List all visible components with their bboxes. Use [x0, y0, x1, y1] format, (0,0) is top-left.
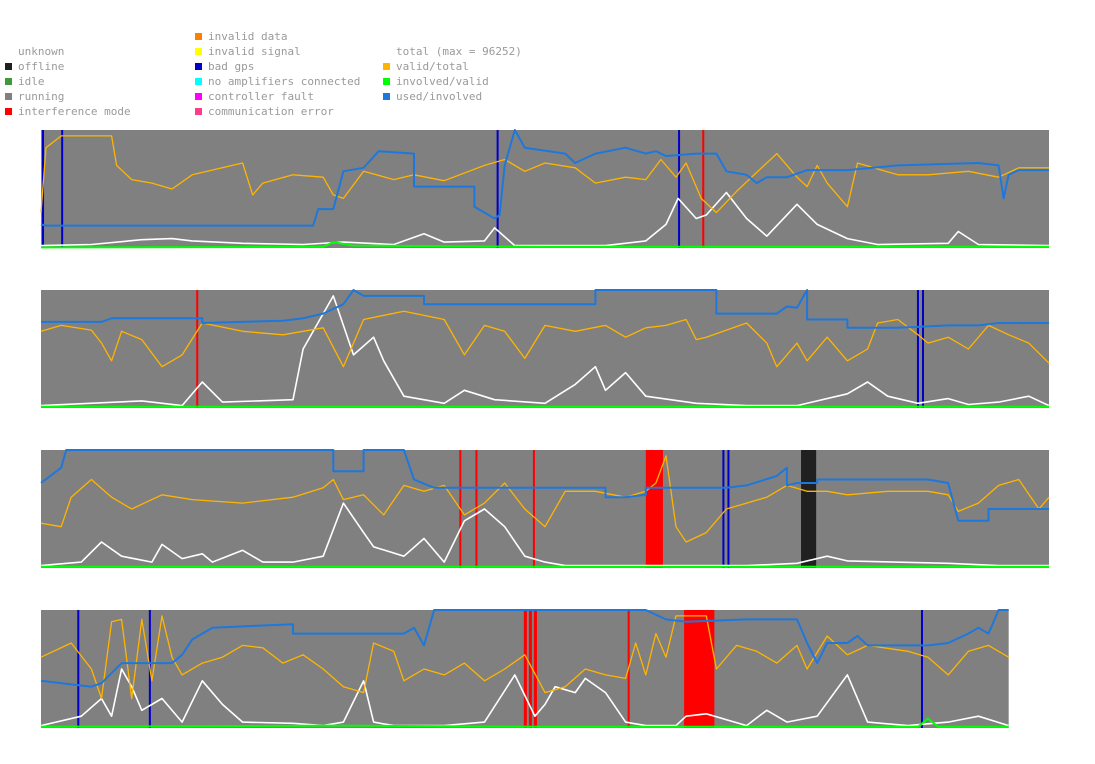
legend-item: total (max = 96252) [383, 44, 522, 59]
legend-label: invalid data [208, 30, 288, 43]
legend-swatch [5, 78, 12, 85]
event-bad-gps [722, 450, 725, 568]
legend-label: interference mode [18, 105, 131, 118]
legend-item: valid/total [383, 59, 522, 74]
series-valid-total-line [40, 135, 1049, 214]
panel-background [41, 450, 1049, 568]
legend-item: invalid data [195, 29, 360, 44]
event-bad-gps [61, 130, 64, 248]
event-interference [533, 610, 537, 728]
legend-swatch [383, 63, 390, 70]
event-interference [523, 610, 527, 728]
event-interference [528, 610, 532, 728]
legend-item: running [5, 89, 131, 104]
legend-item: used/involved [383, 89, 522, 104]
event-bad-gps [77, 610, 80, 728]
event-interference [702, 130, 705, 248]
legend-swatch [195, 78, 202, 85]
legend-label: offline [18, 60, 65, 73]
legend-item: interference mode [5, 104, 131, 119]
legend-swatch [195, 108, 202, 115]
series-involved-valid-line [40, 717, 1009, 728]
legend-swatch [195, 93, 202, 100]
panel-background [41, 130, 1049, 248]
legend-label: invalid signal [208, 45, 301, 58]
legend-label: running [18, 90, 65, 103]
legend-label: idle [18, 75, 45, 88]
legend-swatch [195, 63, 202, 70]
panel-background [41, 290, 1049, 408]
legend-label: controller fault [208, 90, 314, 103]
legend-item: idle [5, 74, 131, 89]
event-interference [645, 450, 663, 568]
legend-item: offline [5, 59, 131, 74]
series-used-involved-line [41, 289, 1049, 329]
legend-label: bad gps [208, 60, 255, 73]
legend-label: valid/total [396, 60, 469, 73]
legend-label: used/involved [396, 90, 483, 103]
legend-col-1: unknown offline idle running interference mo… [5, 44, 131, 119]
event-offline [801, 450, 817, 568]
legend-swatch [383, 78, 390, 85]
legend-swatch [5, 93, 12, 100]
event-bad-gps [678, 130, 681, 248]
series-valid-total-line [40, 310, 1050, 368]
event-interference [684, 610, 715, 728]
series-valid-total-line [40, 455, 1050, 543]
series-used-involved-line [40, 129, 1049, 227]
legend-label: communication error [208, 105, 334, 118]
legend-swatch [5, 63, 12, 70]
series-involved-valid-line [40, 241, 1049, 249]
legend-item: controller fault [195, 89, 360, 104]
event-interference [532, 450, 535, 568]
legend-item: unknown [5, 44, 131, 59]
series-used-involved-line [40, 449, 1049, 522]
legend-item: bad gps [195, 59, 360, 74]
legend-col-3: total (max = 96252) valid/total involved/v… [383, 44, 522, 104]
legend-swatch [195, 48, 202, 55]
event-bad-gps [920, 610, 923, 728]
legend-col-2: invalid data invalid signal bad gps no ampl… [195, 29, 360, 119]
series-total-line [40, 502, 1049, 567]
legend-label: involved/valid [396, 75, 489, 88]
legend-item: invalid signal [195, 44, 360, 59]
series-total-line [40, 668, 1009, 727]
series-used-involved-line [40, 609, 1009, 688]
legend-swatch [195, 33, 202, 40]
legend-item: communication error [195, 104, 360, 119]
event-bad-gps [496, 130, 499, 248]
event-bad-gps [921, 290, 925, 408]
legend-label: total (max = 96252) [396, 45, 522, 58]
event-interference [196, 290, 199, 408]
event-bad-gps [916, 290, 919, 408]
series-total-line [40, 295, 1050, 407]
series-valid-total-line [40, 615, 1010, 700]
legend-item: involved/valid [383, 74, 522, 89]
event-interference [475, 450, 478, 568]
legend-swatch [383, 93, 390, 100]
legend-item: no amplifiers connected [195, 74, 360, 89]
legend-label: no amplifiers connected [208, 75, 361, 88]
series-total-line [40, 191, 1050, 247]
legend-swatch [5, 108, 12, 115]
legend-label: unknown [18, 45, 65, 58]
